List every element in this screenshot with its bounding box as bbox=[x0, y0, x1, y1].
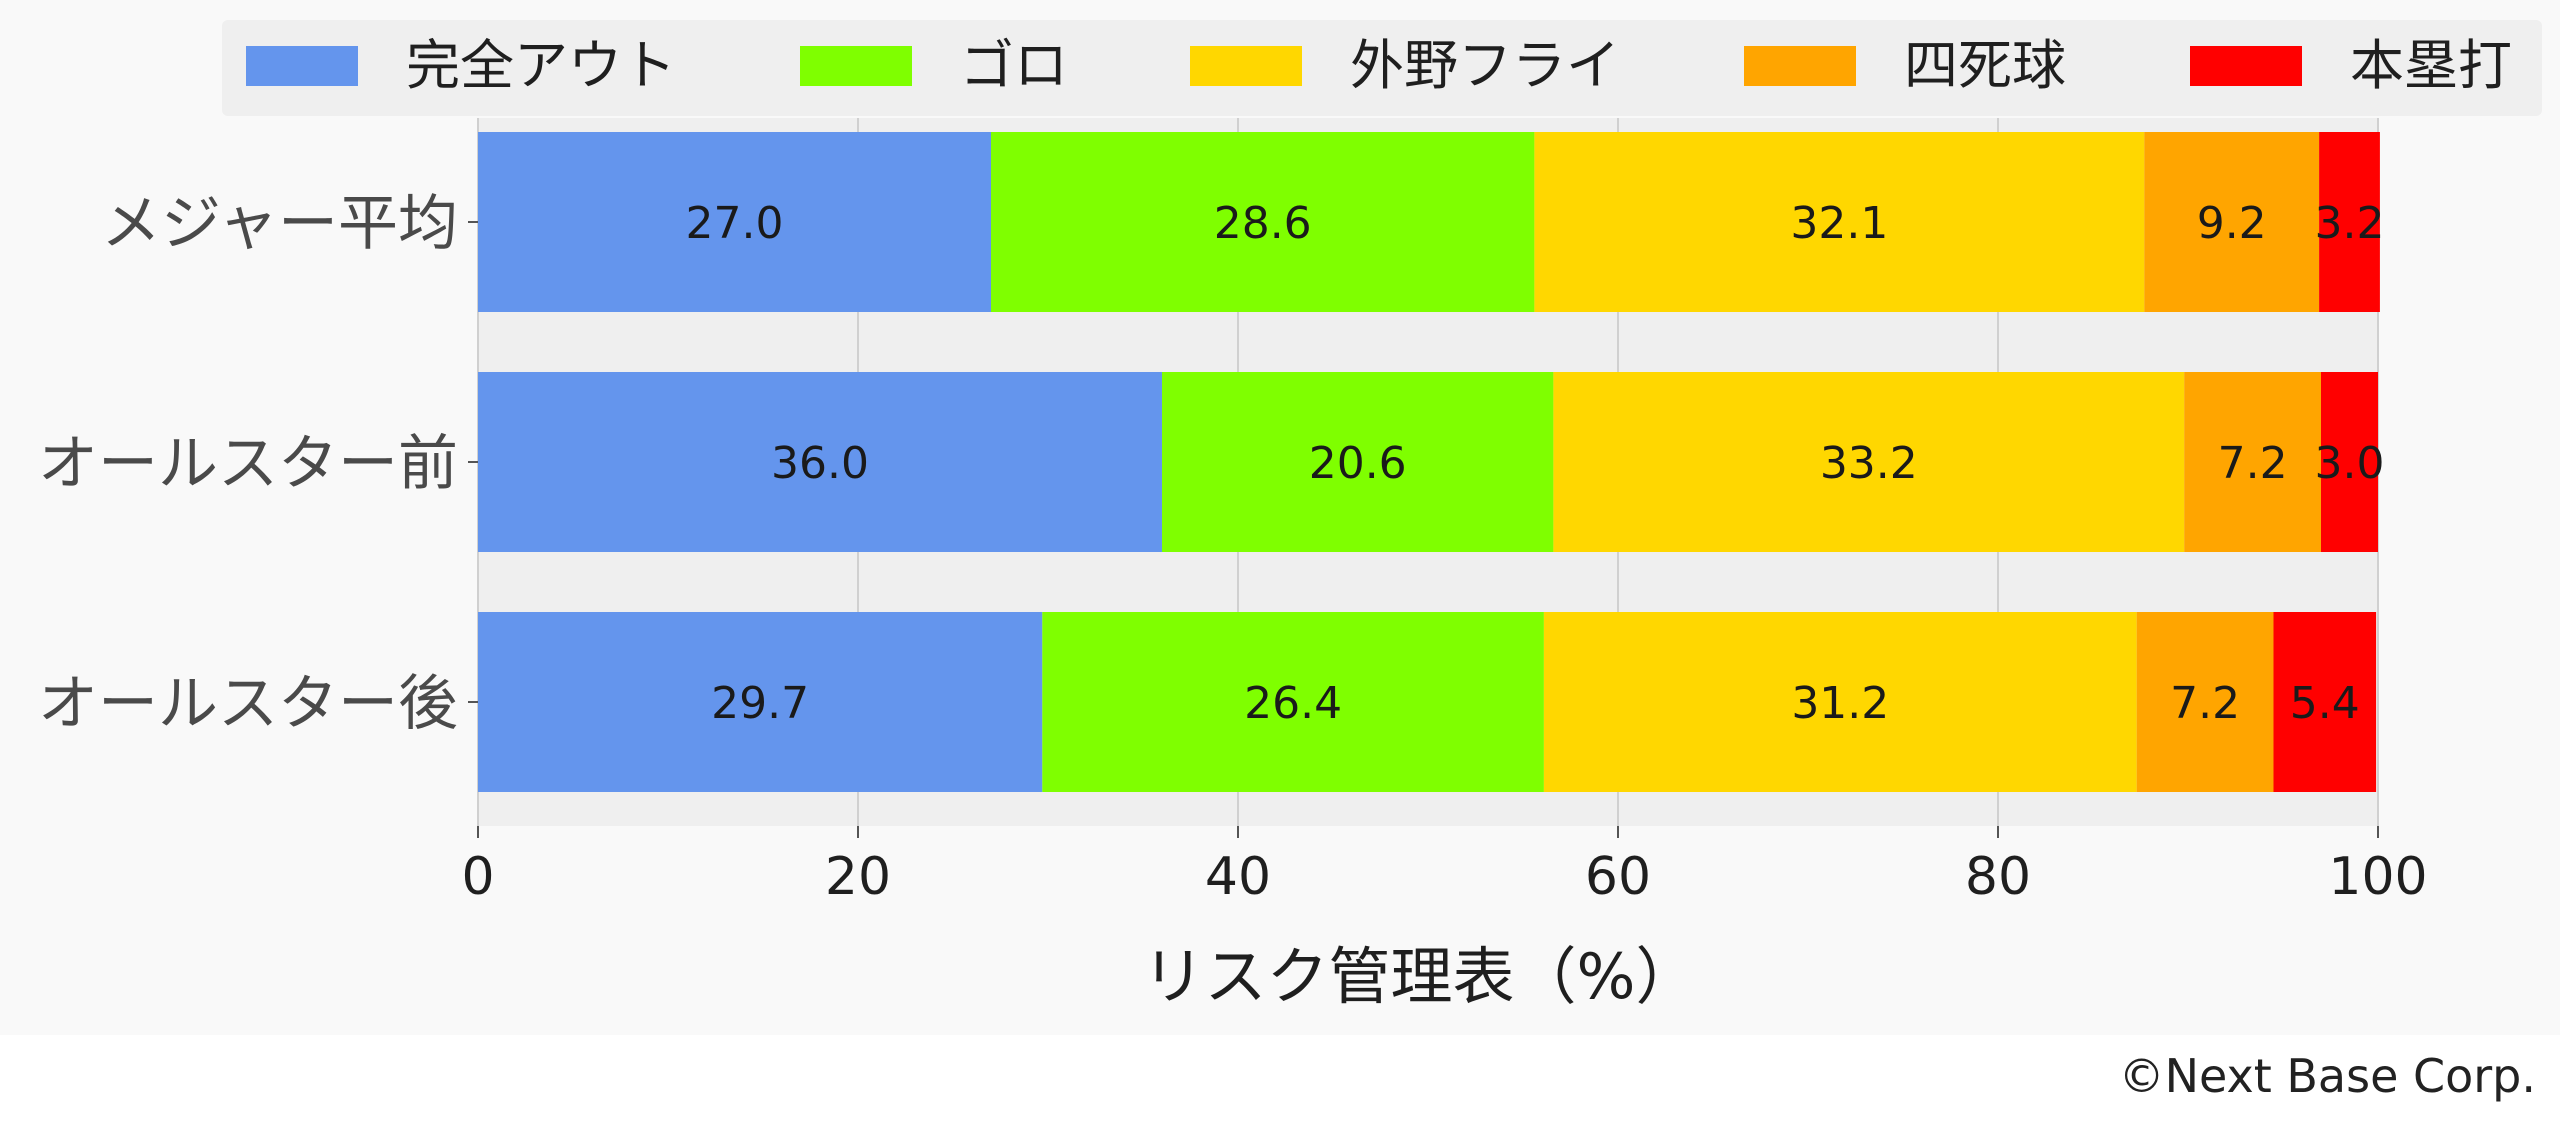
bar-segment bbox=[478, 372, 1162, 552]
x-tick-label: 40 bbox=[1205, 847, 1271, 907]
bars: 27.0 28.6 32.1 9.2 3.2 36.0 20.6 33.2 7.2 3.0 29.7… bbox=[478, 132, 2384, 792]
legend-label: 完全アウト bbox=[406, 34, 676, 97]
x-tick-label: 100 bbox=[2328, 847, 2427, 907]
bar-segment bbox=[1543, 612, 2137, 792]
legend-box bbox=[222, 20, 2542, 116]
data-label: 36.0 bbox=[771, 438, 869, 489]
bar-segment bbox=[1553, 372, 2185, 552]
data-label: 3.2 bbox=[2315, 198, 2385, 249]
x-tick-label: 0 bbox=[461, 847, 494, 907]
bar-segment bbox=[478, 132, 991, 312]
data-label: 20.6 bbox=[1309, 438, 1407, 489]
x-tick-label: 20 bbox=[825, 847, 891, 907]
legend: 完全アウト ゴロ 外野フライ 四死球 本塁打 bbox=[222, 20, 2542, 116]
legend-swatch bbox=[800, 46, 912, 86]
bar-segment bbox=[2136, 612, 2274, 792]
data-label: 3.0 bbox=[2315, 438, 2385, 489]
legend-label: 外野フライ bbox=[1350, 34, 1620, 97]
data-label: 9.2 bbox=[2197, 198, 2267, 249]
bar-segment bbox=[2319, 132, 2380, 312]
bar-segment bbox=[1534, 132, 2145, 312]
bar-segment bbox=[2184, 372, 2321, 552]
x-axis: 0 20 40 60 80 100 bbox=[461, 826, 2428, 907]
data-label: 33.2 bbox=[1820, 438, 1918, 489]
y-category-label: オールスター後 bbox=[38, 669, 458, 739]
x-tick-label: 80 bbox=[1965, 847, 2031, 907]
bar-segment bbox=[991, 132, 1535, 312]
legend-label: 四死球 bbox=[1904, 34, 2066, 97]
credit-text: ©Next Base Corp. bbox=[2119, 1049, 2536, 1103]
data-label: 26.4 bbox=[1244, 678, 1342, 729]
legend-label: 本塁打 bbox=[2350, 34, 2512, 97]
legend-label: ゴロ bbox=[960, 34, 1068, 97]
data-label: 32.1 bbox=[1790, 198, 1888, 249]
legend-swatch bbox=[1744, 46, 1856, 86]
legend-swatch bbox=[1190, 46, 1302, 86]
data-label: 31.2 bbox=[1791, 678, 1889, 729]
bar-segment bbox=[478, 612, 1043, 792]
bar-segment bbox=[2273, 612, 2377, 792]
bar-segment bbox=[1042, 612, 1544, 792]
bar-segment bbox=[1162, 372, 1554, 552]
data-label: 5.4 bbox=[2290, 678, 2360, 729]
data-label: 27.0 bbox=[686, 198, 784, 249]
x-axis-title: リスク管理表（%） bbox=[1143, 940, 1698, 1013]
legend-swatch bbox=[2190, 46, 2302, 86]
legend-swatch bbox=[246, 46, 358, 86]
data-label: 7.2 bbox=[2170, 678, 2240, 729]
bar-segment bbox=[2144, 132, 2320, 312]
data-label: 7.2 bbox=[2218, 438, 2288, 489]
y-category-label: オールスター前 bbox=[38, 429, 458, 499]
bar-segment bbox=[2321, 372, 2378, 552]
data-label: 29.7 bbox=[711, 678, 809, 729]
x-tick-label: 60 bbox=[1585, 847, 1651, 907]
data-label: 28.6 bbox=[1214, 198, 1312, 249]
y-category-label: メジャー平均 bbox=[101, 189, 458, 259]
